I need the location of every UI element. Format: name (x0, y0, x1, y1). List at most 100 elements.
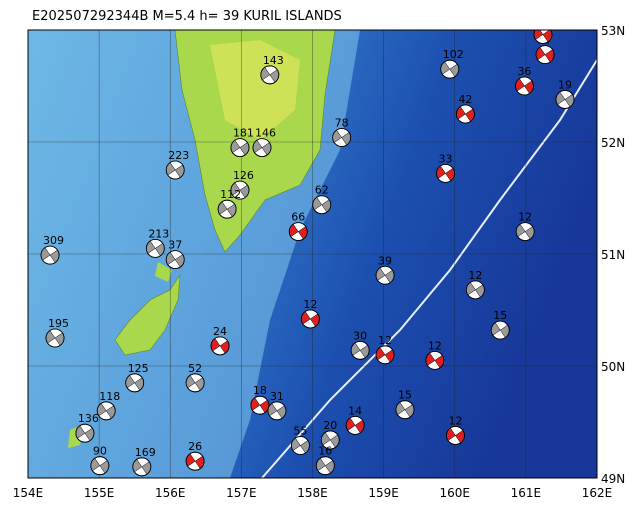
focal-mechanism: 39 (375, 254, 395, 285)
map-title: E202507292344B M=5.4 h= 39 KURIL ISLANDS (32, 9, 342, 24)
depth-label: 78 (335, 117, 349, 130)
grid (28, 30, 597, 478)
beachball-outline (350, 340, 370, 360)
depth-label: 223 (168, 149, 189, 162)
beachball-outline (250, 395, 270, 415)
trench-line (261, 59, 597, 478)
beachball-outline (465, 280, 485, 300)
depth-label: 12 (448, 414, 462, 427)
lon-label: 161E (511, 486, 542, 500)
depth-label: 102 (443, 48, 464, 61)
beachball-outline (515, 76, 534, 96)
focal-mechanism: 14 (345, 404, 365, 435)
lon-label: 160E (440, 486, 471, 500)
focal-mechanism: 78 (332, 117, 352, 147)
beachball-outline (252, 138, 272, 158)
focal-mechanism: 12 (515, 211, 535, 242)
focal-mechanism: 19 (555, 78, 575, 109)
beachball-outline (320, 430, 340, 450)
depth-label: 52 (188, 362, 202, 375)
focal-mechanism: 18 (250, 384, 270, 415)
focal-mechanism: 309 (40, 234, 64, 265)
beachball-outline (230, 138, 250, 158)
depth-label: 16 (318, 445, 332, 458)
depth-label: 12 (518, 211, 532, 224)
depth-label: 24 (213, 325, 227, 338)
beachball-outline (165, 160, 185, 180)
focal-mechanism: 15 (395, 389, 415, 420)
depth-label: 12 (303, 298, 317, 311)
depth-label: 146 (255, 127, 276, 140)
beachball-outline (533, 30, 553, 44)
beachball-outline (440, 59, 460, 79)
focal-mechanism: 118 (96, 390, 120, 421)
depth-label: 55 (293, 425, 307, 438)
beachball-outline (375, 265, 395, 285)
depth-label: 26 (188, 440, 202, 453)
depth-label: 36 (517, 65, 531, 78)
focal-mechanism: 169 (132, 446, 156, 477)
depth-label: 213 (148, 227, 169, 240)
focal-mechanism: 42 (456, 93, 475, 124)
beachball-outline (555, 90, 575, 109)
focal-mechanism: 146 (252, 127, 276, 158)
focal-mechanism: 62 (312, 184, 332, 215)
focal-mechanism: 33 (436, 152, 455, 183)
axes: 154E 155E 156E 157E 158E 159E 160E 161E 162E 53N 5… (13, 24, 626, 500)
highland (210, 40, 300, 140)
focal-mechanism: 102 (440, 48, 464, 79)
depth-label: 125 (128, 362, 149, 375)
focal-mechanism: 195 (45, 317, 69, 348)
depth-label: 39 (378, 254, 392, 267)
beachball-outline (300, 309, 320, 329)
lon-label: 158E (297, 486, 328, 500)
depth-label: 29 (536, 13, 550, 26)
focal-mechanism: 143 (260, 54, 284, 85)
beachball-outline (436, 163, 455, 183)
focal-mechanism: 30 (350, 329, 370, 360)
lat-label: 49N (601, 472, 625, 486)
beachball-outline (45, 328, 65, 348)
depth-label: 12 (428, 339, 442, 352)
focal-mechanism: 66 (288, 211, 308, 242)
depth-label: 33 (439, 152, 453, 165)
depth-label: 42 (458, 93, 472, 106)
beachball-outline (291, 436, 310, 455)
lat-label: 50N (601, 360, 625, 374)
focal-mechanism: 16 (315, 445, 335, 476)
beachball-outline (165, 250, 185, 270)
depth-label: 62 (315, 184, 329, 197)
beachball-outline (40, 245, 60, 265)
beachball-outline (515, 222, 535, 242)
beachball-outline (288, 222, 308, 242)
focal-mechanism: 15 (490, 309, 510, 340)
focal-mechanism: 213 (145, 227, 169, 258)
island (155, 262, 172, 282)
depth-label: 18 (253, 384, 267, 397)
depth-label: 169 (135, 446, 156, 459)
beachball-outline (217, 199, 237, 219)
focal-mechanism: 12 (375, 334, 395, 365)
focal-mechanism: 112 (217, 188, 241, 219)
focal-mechanism: 136 (75, 412, 99, 443)
beachball-outline (185, 451, 205, 471)
lat-label: 52N (601, 136, 625, 150)
beachball-outline (315, 456, 335, 476)
lon-label: 155E (84, 486, 115, 500)
beachball-outline (90, 456, 110, 476)
beachball-outline (96, 401, 116, 421)
depth-label: 126 (233, 169, 254, 182)
focal-mechanism: 12 (425, 339, 445, 370)
depth-label: 181 (233, 127, 254, 140)
focal-mechanism: 90 (90, 445, 110, 476)
beachball-outline (260, 65, 280, 85)
beachball-outline (230, 180, 250, 200)
beachball-outline (395, 400, 415, 420)
depth-label: 90 (93, 445, 107, 458)
depth-label: 66 (291, 211, 305, 224)
focal-mechanism: 125 (125, 362, 149, 393)
beachball-outline (185, 373, 205, 393)
focal-mechanism: 20 (320, 419, 340, 450)
